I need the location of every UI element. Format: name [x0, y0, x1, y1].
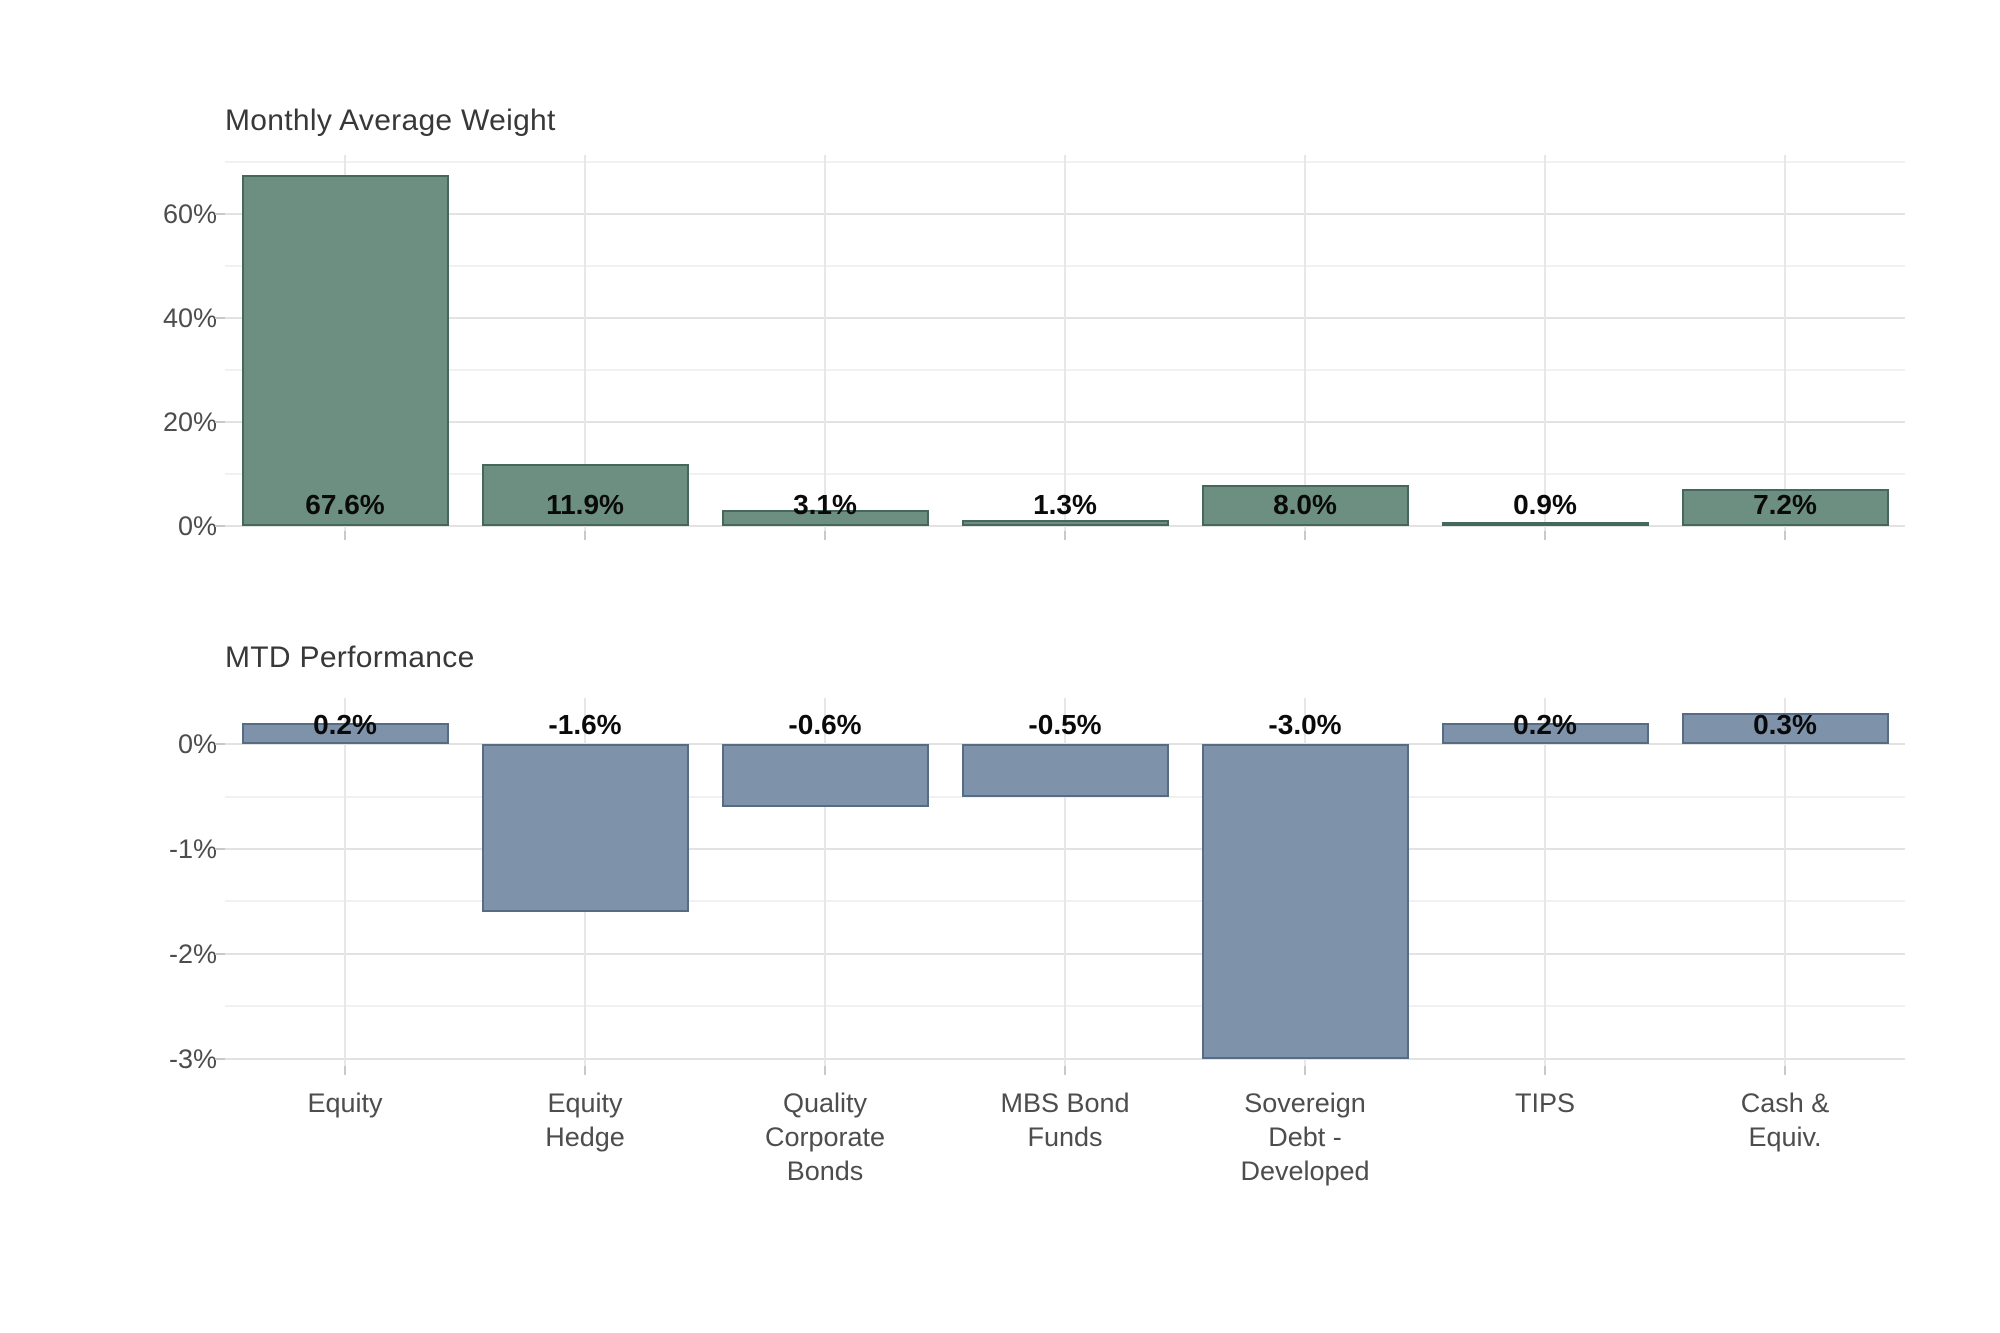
bar-mbs-bond-funds [961, 744, 1169, 797]
bar-value-label: 0.3% [1753, 709, 1817, 740]
x-axis-tick [584, 530, 586, 540]
grid-line-vertical [1784, 155, 1786, 531]
x-axis-tick [1784, 1066, 1786, 1075]
category-label: Quality [782, 1088, 868, 1118]
bar-equity-hedge [481, 744, 689, 912]
category-label: Equiv. [1748, 1122, 1822, 1152]
bar-quality-corporate-bonds [721, 744, 929, 808]
bar-equity [241, 723, 449, 745]
category-label: Corporate [764, 1122, 886, 1152]
bar-tips [1441, 723, 1649, 745]
category-label: Equity [307, 1088, 383, 1118]
y-axis-label: 40% [162, 303, 217, 334]
bar-cash-equiv [1681, 712, 1889, 745]
category-label: Bonds [786, 1156, 864, 1186]
bar-value-label: 1.3% [1033, 489, 1097, 520]
grid-line-vertical [584, 155, 586, 531]
grid-line-vertical [824, 698, 826, 1066]
y-axis-tick [215, 213, 225, 216]
bar-sovereign-debt-developed [1201, 484, 1409, 527]
grid-line-vertical [1544, 155, 1546, 531]
y-axis-label: 0% [177, 729, 217, 760]
category-label: Funds [1027, 1122, 1103, 1152]
bar-tips [1441, 521, 1649, 527]
category-label: TIPS [1514, 1088, 1575, 1118]
category-label: Equity [547, 1088, 623, 1118]
bar-value-label: -0.6% [788, 709, 862, 740]
bar-value-label: 7.2% [1753, 489, 1817, 520]
y-axis-tick [215, 847, 225, 850]
y-axis-label: -2% [168, 938, 217, 969]
chart-title-monthly-average-weight: Monthly Average Weight [225, 104, 556, 137]
y-axis-label: -1% [168, 833, 217, 864]
grid-line-vertical [1544, 698, 1546, 1066]
chart-title-mtd-performance: MTD Performance [225, 641, 475, 674]
y-axis-label: 0% [177, 511, 217, 542]
x-axis-tick [824, 1066, 826, 1075]
y-axis-tick [215, 317, 225, 320]
bar-mbs-bond-funds [961, 519, 1169, 527]
grid-line-vertical [1064, 698, 1066, 1066]
x-axis-tick [824, 530, 826, 540]
x-axis-tick [1544, 1066, 1546, 1075]
y-axis-tick [215, 525, 225, 528]
y-axis-tick [215, 421, 225, 424]
bar-value-label: -3.0% [1268, 709, 1342, 740]
x-axis-tick [1064, 530, 1066, 540]
y-axis-label: 20% [162, 407, 217, 438]
category-label: Hedge [545, 1122, 625, 1152]
x-axis-tick [344, 530, 346, 540]
bar-value-label: 3.1% [793, 489, 857, 520]
grid-line-vertical [824, 155, 826, 531]
bar-value-label: 67.6% [305, 489, 385, 520]
bar-sovereign-debt-developed [1201, 744, 1409, 1059]
category-label: Debt - [1268, 1122, 1342, 1152]
grid-line-vertical [1784, 698, 1786, 1066]
bar-value-label: -0.5% [1028, 709, 1102, 740]
bar-cash-equiv [1681, 488, 1889, 527]
bar-value-label: 0.2% [313, 709, 377, 740]
bar-value-label: 0.2% [1513, 709, 1577, 740]
bar-equity-hedge [481, 464, 689, 527]
x-axis-tick [1304, 1066, 1306, 1075]
bar-value-label: -1.6% [548, 709, 622, 740]
grid-line-vertical [1304, 155, 1306, 531]
grid-line-vertical [344, 698, 346, 1066]
x-axis-tick [584, 1066, 586, 1075]
x-axis-tick [1544, 530, 1546, 540]
category-label: Cash & [1740, 1088, 1830, 1118]
bar-quality-corporate-bonds [721, 510, 929, 527]
y-axis-tick [215, 1057, 225, 1060]
y-axis-label: -3% [168, 1043, 217, 1074]
bar-value-label: 8.0% [1273, 489, 1337, 520]
x-axis-tick [344, 1066, 346, 1075]
category-label: MBS Bond [1000, 1088, 1130, 1118]
grid-line-vertical [1064, 155, 1066, 531]
y-axis-tick [215, 952, 225, 955]
category-label: Sovereign [1244, 1088, 1366, 1118]
y-axis-label: 60% [162, 199, 217, 230]
x-axis-tick [1064, 1066, 1066, 1075]
bar-equity [241, 174, 449, 527]
bar-value-label: 11.9% [546, 489, 624, 520]
category-label: Developed [1240, 1156, 1370, 1186]
bar-value-label: 0.9% [1513, 489, 1577, 520]
x-axis-tick [1304, 530, 1306, 540]
x-axis-tick [1784, 530, 1786, 540]
y-axis-tick [215, 743, 225, 746]
